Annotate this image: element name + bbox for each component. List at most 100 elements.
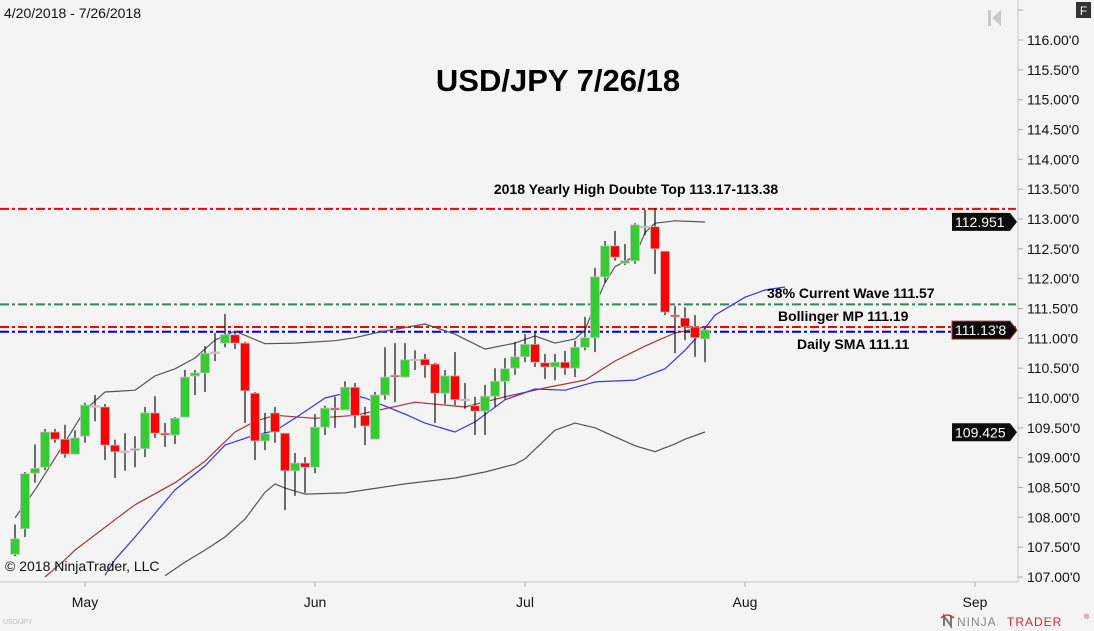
candle-body xyxy=(590,276,600,339)
candle[interactable] xyxy=(630,223,640,264)
candle[interactable] xyxy=(70,430,80,455)
candle[interactable] xyxy=(320,405,330,435)
candle[interactable] xyxy=(130,436,140,468)
candle[interactable] xyxy=(250,392,260,461)
candle[interactable] xyxy=(480,384,490,435)
candle[interactable] xyxy=(400,343,410,378)
y-axis[interactable]: 116.00'0 115.50'0 115.00'0 114.50'0 114.00'0… xyxy=(1018,9,1080,585)
candle[interactable] xyxy=(640,210,650,236)
candle[interactable] xyxy=(340,381,350,411)
candle[interactable] xyxy=(390,343,400,403)
candle-body xyxy=(310,426,320,468)
candle[interactable] xyxy=(270,406,280,443)
candle[interactable] xyxy=(160,423,170,447)
candle-body xyxy=(440,375,450,394)
candle[interactable] xyxy=(100,403,110,461)
candle-body xyxy=(20,473,30,530)
candle[interactable] xyxy=(50,429,60,443)
candle[interactable] xyxy=(620,244,630,265)
candle[interactable] xyxy=(500,358,510,400)
candle-body xyxy=(100,406,110,446)
candle[interactable] xyxy=(600,241,610,283)
candle[interactable] xyxy=(540,353,550,379)
candle[interactable] xyxy=(660,250,670,316)
candlesticks xyxy=(10,208,710,557)
candle[interactable] xyxy=(510,341,520,375)
candle-body xyxy=(300,462,310,468)
candle[interactable] xyxy=(570,340,580,378)
candle-body xyxy=(660,250,670,313)
candle[interactable] xyxy=(350,383,360,428)
candle[interactable] xyxy=(700,328,710,363)
candle[interactable] xyxy=(110,439,120,478)
candle[interactable] xyxy=(260,412,270,450)
scroll-to-start-icon[interactable] xyxy=(988,10,1001,26)
candle[interactable] xyxy=(230,331,240,350)
candle[interactable] xyxy=(580,316,590,351)
candle[interactable] xyxy=(520,334,530,363)
candle[interactable] xyxy=(440,369,450,404)
candle[interactable] xyxy=(200,346,210,393)
x-axis[interactable]: May Jun Jul Aug Sep xyxy=(72,582,988,610)
candle[interactable] xyxy=(80,402,90,443)
candle-body xyxy=(700,329,710,340)
candle[interactable] xyxy=(530,331,540,367)
candle-body xyxy=(570,346,580,369)
candle[interactable] xyxy=(210,332,220,362)
candle[interactable] xyxy=(450,352,460,406)
x-tick-label-jun: Jun xyxy=(304,594,327,610)
candle[interactable] xyxy=(120,433,130,471)
candle-body xyxy=(240,342,250,392)
candle[interactable] xyxy=(650,208,660,274)
candle[interactable] xyxy=(300,457,310,493)
candle[interactable] xyxy=(220,313,230,348)
candle[interactable] xyxy=(420,353,430,378)
candle-body xyxy=(480,395,490,412)
candle-body xyxy=(420,358,430,366)
candle[interactable] xyxy=(550,353,560,381)
candle[interactable] xyxy=(610,230,620,261)
candle-body xyxy=(250,392,260,442)
candle[interactable] xyxy=(190,369,200,396)
candle[interactable] xyxy=(680,307,690,341)
candle[interactable] xyxy=(690,315,700,357)
f-button-label: F xyxy=(1080,4,1087,18)
candle[interactable] xyxy=(410,350,420,370)
candle[interactable] xyxy=(470,396,480,435)
candle[interactable] xyxy=(180,369,190,418)
candle-body xyxy=(190,372,200,377)
candle[interactable] xyxy=(380,347,390,400)
y-tick-label: 108.00'0 xyxy=(1027,509,1080,525)
candle[interactable] xyxy=(90,395,100,422)
candle[interactable] xyxy=(20,471,30,538)
candle[interactable] xyxy=(460,383,470,409)
candle-body xyxy=(680,317,690,328)
candle[interactable] xyxy=(670,306,680,354)
candle-body xyxy=(30,468,40,474)
candle[interactable] xyxy=(310,414,320,474)
candle[interactable] xyxy=(40,429,50,471)
candle[interactable] xyxy=(60,424,70,458)
candle[interactable] xyxy=(430,362,440,424)
candle[interactable] xyxy=(150,396,160,438)
candle[interactable] xyxy=(330,396,340,428)
y-tick-label: 115.00'0 xyxy=(1027,92,1079,108)
candle[interactable] xyxy=(280,432,290,511)
f-button[interactable]: F xyxy=(1076,2,1091,18)
candle[interactable] xyxy=(290,452,300,496)
candle[interactable] xyxy=(590,267,600,353)
price-marker-label: 109.425 xyxy=(955,424,1006,440)
candle[interactable] xyxy=(140,406,150,458)
candle[interactable] xyxy=(370,392,380,440)
price-marker-bb-lower-value: 109.425 xyxy=(952,423,1017,442)
candle[interactable] xyxy=(490,368,500,407)
candle[interactable] xyxy=(240,341,250,424)
price-marker-box xyxy=(952,212,1017,231)
candle[interactable] xyxy=(360,406,370,446)
date-range-label: 4/20/2018 - 7/26/2018 xyxy=(4,5,141,21)
candle[interactable] xyxy=(560,350,570,375)
candle[interactable] xyxy=(30,444,40,483)
candle[interactable] xyxy=(10,524,20,557)
candle[interactable] xyxy=(170,417,180,444)
